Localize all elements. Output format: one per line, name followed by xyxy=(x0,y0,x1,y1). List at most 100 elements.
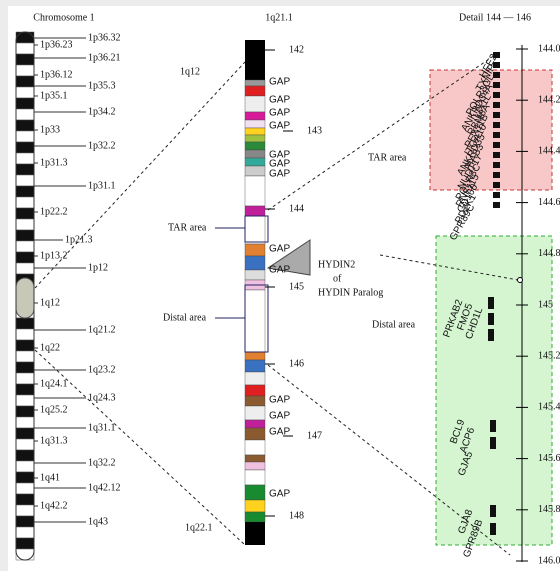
detail-tick-label: 145.2 xyxy=(538,350,560,361)
band-label: 1p33 xyxy=(40,124,60,135)
gap-label: GAP xyxy=(269,150,290,161)
region-segment xyxy=(244,395,266,407)
chromosome-band xyxy=(15,130,35,143)
region-segment xyxy=(244,454,266,463)
hydin-label: of xyxy=(333,273,342,284)
band-label: 1p35.3 xyxy=(88,80,116,91)
gene-bar xyxy=(493,82,500,88)
top-band: 1q12 xyxy=(180,66,200,77)
gene-bar xyxy=(493,102,500,108)
gene-bar xyxy=(493,202,500,208)
chromosome-band xyxy=(15,383,35,396)
detail-tick-label: 144.2 xyxy=(538,94,560,105)
chromosome-band xyxy=(15,361,35,374)
gene-bar xyxy=(493,122,500,128)
middle-title: 1q21.1 xyxy=(265,12,293,23)
region-segment xyxy=(244,149,266,159)
distal-box xyxy=(435,235,553,546)
region-segment xyxy=(244,359,266,373)
gene-bar xyxy=(493,52,500,58)
distal-label: Distal area xyxy=(163,312,207,323)
region-segment xyxy=(244,511,266,523)
chromosome-outline xyxy=(15,31,35,561)
chromosome-band xyxy=(15,493,35,506)
chromosome-band xyxy=(15,97,35,110)
gap-label: GAP xyxy=(269,265,290,276)
region-segment xyxy=(244,269,266,281)
chromosome-band xyxy=(15,504,35,517)
band-label: 1q24.1 xyxy=(40,378,68,389)
region-segment xyxy=(244,119,266,129)
gap-label: GAP xyxy=(269,395,290,406)
gene-bar xyxy=(493,72,500,78)
region-tick-label: 148 xyxy=(289,510,304,521)
band-label: 1p34.2 xyxy=(88,106,116,117)
tar-frame xyxy=(244,215,269,243)
detail-tick-label: 145.4 xyxy=(538,402,560,413)
gap-label: GAP xyxy=(269,121,290,132)
band-label: 1p13.2 xyxy=(40,250,68,261)
tar-label: TAR area xyxy=(168,222,207,233)
band-label: 1q31.1 xyxy=(88,422,116,433)
chromosome-band xyxy=(15,350,35,363)
region-segment xyxy=(244,427,266,441)
region-segment xyxy=(244,243,266,257)
chromosome-band xyxy=(15,31,35,44)
detail-tick-label: 146.0 xyxy=(538,555,560,566)
band-label: 1q23.2 xyxy=(88,364,116,375)
chromosome-band xyxy=(15,163,35,176)
detail-tick-label: 144.4 xyxy=(538,146,560,157)
gap-label: GAP xyxy=(269,427,290,438)
chromosome-band xyxy=(15,482,35,495)
hydin-label: HYDIN2 xyxy=(318,259,355,270)
gap-label: GAP xyxy=(269,95,290,106)
gene-bar xyxy=(493,152,500,158)
chromosome-band xyxy=(15,262,35,275)
gap-label: GAP xyxy=(269,411,290,422)
chromosome-band xyxy=(15,174,35,187)
region-segment xyxy=(244,461,266,471)
band-label: 1p12 xyxy=(88,262,108,273)
left-title: Chromosome 1 xyxy=(33,12,94,23)
chromosome-band xyxy=(15,240,35,253)
band-label: 1p36.12 xyxy=(40,69,73,80)
chromosome-band xyxy=(15,317,35,330)
chromosome-band xyxy=(15,339,35,352)
gene-bar xyxy=(488,297,494,309)
gene-bar xyxy=(493,162,500,168)
band-label: 1q25.2 xyxy=(40,404,68,415)
region-segment xyxy=(244,95,266,113)
gap-label: GAP xyxy=(269,159,290,170)
gene-bar xyxy=(490,505,496,517)
chromosome-band xyxy=(15,427,35,440)
region-segment xyxy=(244,255,266,271)
chromosome-band xyxy=(15,526,35,539)
region-tick-label: 145 xyxy=(289,281,304,292)
chromosome-band xyxy=(15,405,35,418)
chromosome-band xyxy=(15,372,35,385)
chromosome-band xyxy=(15,64,35,77)
arrow-head xyxy=(517,277,523,283)
region-segment xyxy=(244,127,266,136)
region-segment xyxy=(244,111,266,121)
detail-tick-label: 144.6 xyxy=(538,197,560,208)
region-top xyxy=(245,40,265,80)
band-label: 1q41 xyxy=(40,472,60,483)
region-tick-label: 147 xyxy=(307,430,322,441)
gene-bar xyxy=(490,437,496,449)
region-segment xyxy=(244,419,266,429)
gap-label: GAP xyxy=(269,108,290,119)
chromosome-band xyxy=(15,185,35,198)
band-label: 1p36.32 xyxy=(88,32,121,43)
region-segment xyxy=(244,79,266,87)
gap-label: GAP xyxy=(269,77,290,88)
region-segment xyxy=(244,134,266,143)
gene-bar xyxy=(490,420,496,432)
hydin-label: HYDIN Paralog xyxy=(318,287,383,298)
gene-bar xyxy=(493,92,500,98)
band-label: 1q21.2 xyxy=(88,324,116,335)
band-label: 1p32.2 xyxy=(88,140,116,151)
band-label: 1p35.1 xyxy=(40,90,68,101)
